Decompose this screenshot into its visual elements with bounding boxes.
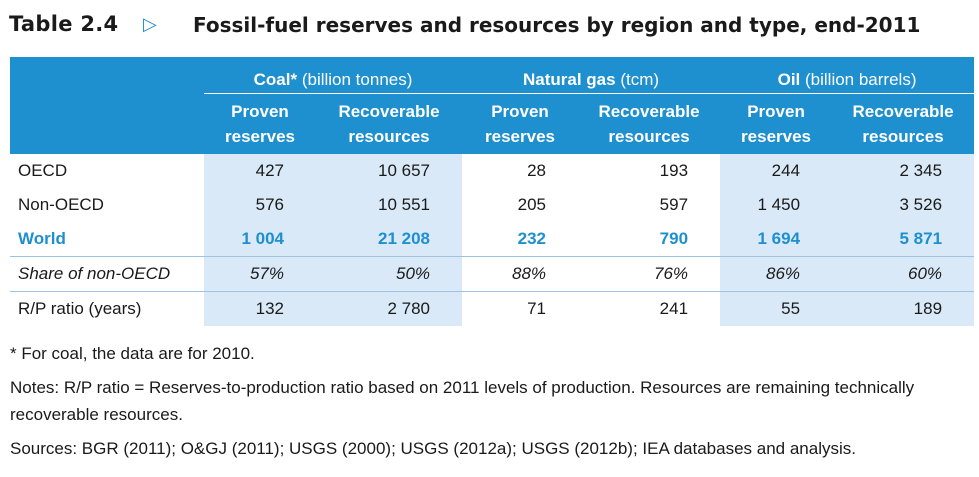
table-cell: 57% <box>204 256 316 292</box>
triangle-arrow-icon: ▷ <box>143 14 157 34</box>
table-cell: 132 <box>204 291 316 326</box>
table-cell: 21 208 <box>316 222 463 257</box>
row-label: Share of non-OECD <box>10 256 204 292</box>
table-cell: 60% <box>832 256 975 292</box>
table-cell: 427 <box>204 154 316 188</box>
subheader-recoverable: Recoverable resources <box>578 93 721 154</box>
table-cell: 597 <box>659 195 689 214</box>
row-label: Non-OECD <box>18 195 104 214</box>
header-group-coal: Coal* (billion tonnes) <box>204 57 463 94</box>
table-notes: * For coal, the data are for 2010. Notes… <box>10 340 975 469</box>
subheader-recoverable: Recoverable resources <box>316 93 463 154</box>
table-cell: 193 <box>659 161 689 180</box>
table-row-share: Share of non-OECD 57% 50% 88% 76% 86% 60… <box>10 256 975 292</box>
table-cell: 5 871 <box>832 222 975 257</box>
row-label: OECD <box>18 161 68 180</box>
header-row-subheaders: Proven reserves Recoverable resources Prov… <box>10 93 975 154</box>
header-corner <box>10 57 204 94</box>
table-row-world: World 1 004 21 208 232 790 1 694 5 871 <box>10 222 975 257</box>
table-cell: 205 <box>517 195 547 214</box>
table-cell: 86% <box>720 256 833 292</box>
subheader-recoverable: Recoverable resources <box>832 93 975 154</box>
table-cell: 189 <box>832 291 975 326</box>
table-cell: 232 <box>517 229 547 248</box>
row-label: World <box>18 229 66 248</box>
table-cell: 76% <box>578 256 721 292</box>
table-cell: 88% <box>462 256 579 292</box>
table-cell: 10 657 <box>316 154 463 188</box>
header-group-oil: Oil (billion barrels) <box>720 57 975 94</box>
table-title: Table 2.4 ▷ Fossil-fuel reserves and res… <box>9 10 974 46</box>
table-caption: Fossil-fuel reserves and resources by re… <box>193 13 921 37</box>
row-label: R/P ratio (years) <box>10 291 204 326</box>
table-cell: 1 004 <box>204 222 316 257</box>
header-row-groups: Coal* (billion tonnes) Natural gas (tcm)… <box>10 57 975 94</box>
subheader-proven: Proven reserves <box>204 93 316 154</box>
table-number: Table 2.4 <box>9 12 119 36</box>
table-cell: 241 <box>578 291 721 326</box>
notes-text: Notes: R/P ratio = Reserves-to-productio… <box>10 378 915 424</box>
table-cell: 1 450 <box>720 188 833 222</box>
table-row-rp: R/P ratio (years) 132 2 780 71 241 55 18… <box>10 291 975 326</box>
header-group-gas: Natural gas (tcm) <box>462 57 721 94</box>
sources-text: Sources: BGR (2011); O&GJ (2011); USGS (… <box>10 439 856 458</box>
table-row: OECD 427 10 657 28 193 244 2 345 <box>10 154 975 188</box>
table-cell: 576 <box>204 188 316 222</box>
table-cell: 244 <box>720 154 833 188</box>
table-cell: 790 <box>659 229 689 248</box>
subheader-proven: Proven reserves <box>720 93 833 154</box>
reserves-table: Coal* (billion tonnes) Natural gas (tcm)… <box>10 57 975 326</box>
table-cell: 1 694 <box>720 222 833 257</box>
table-cell: 71 <box>462 291 579 326</box>
table-cell: 2 345 <box>832 154 975 188</box>
subheader-proven: Proven reserves <box>462 93 579 154</box>
table-row: Non-OECD 576 10 551 205 597 1 450 3 526 <box>10 188 975 222</box>
table-cell: 2 780 <box>316 291 463 326</box>
table-cell: 50% <box>316 256 463 292</box>
table-cell: 55 <box>720 291 833 326</box>
table-cell: 28 <box>527 161 547 180</box>
table-cell: 10 551 <box>316 188 463 222</box>
table-cell: 3 526 <box>832 188 975 222</box>
footnote: * For coal, the data are for 2010. <box>10 344 255 363</box>
